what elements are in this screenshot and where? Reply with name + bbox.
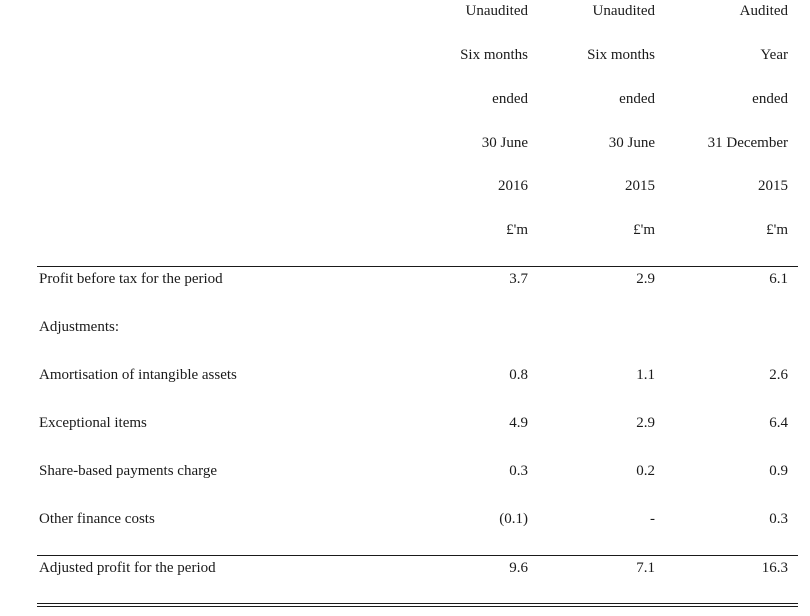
value-2015-fy: 0.9 xyxy=(769,463,788,479)
value-2016-h1: 0.3 xyxy=(509,463,528,479)
header-line: ended xyxy=(619,91,655,107)
row-label: Profit before tax for the period xyxy=(39,271,223,287)
table-row: Adjustments: xyxy=(0,317,810,337)
value-2016-h1: 9.6 xyxy=(509,560,528,576)
header-line: Six months xyxy=(460,47,528,63)
header-line: ended xyxy=(752,91,788,107)
table-row: Other finance costs (0.1) - 0.3 xyxy=(0,509,810,529)
value-2016-h1: (0.1) xyxy=(499,511,528,527)
row-label: Adjusted profit for the period xyxy=(39,560,216,576)
value-2015-h1: 0.2 xyxy=(636,463,655,479)
value-2015-h1: - xyxy=(650,511,655,527)
row-label: Other finance costs xyxy=(39,511,155,527)
double-rule-bottom xyxy=(37,606,798,607)
header-line: Audited xyxy=(739,3,788,19)
header-line: 31 December xyxy=(707,135,788,151)
value-2015-fy: 0.3 xyxy=(769,511,788,527)
total-divider xyxy=(37,555,798,556)
value-2015-h1: 7.1 xyxy=(636,560,655,576)
header-line: 2015 xyxy=(625,178,655,194)
value-2016-h1: 3.7 xyxy=(509,271,528,287)
header-line: 2015 xyxy=(758,178,788,194)
value-2016-h1: 0.8 xyxy=(509,367,528,383)
value-2015-fy: 6.4 xyxy=(769,415,788,431)
value-2015-h1: 2.9 xyxy=(636,271,655,287)
header-line: Unaudited xyxy=(465,3,528,19)
header-divider xyxy=(37,266,798,267)
header-line: Year xyxy=(760,47,788,63)
value-2015-fy: 6.1 xyxy=(769,271,788,287)
header-line: Six months xyxy=(587,47,655,63)
header-line: ended xyxy=(492,91,528,107)
header-line: 30 June xyxy=(608,135,655,151)
table-row-total: Adjusted profit for the period 9.6 7.1 1… xyxy=(0,558,810,578)
value-2015-h1: 2.9 xyxy=(636,415,655,431)
value-2015-fy: 2.6 xyxy=(769,367,788,383)
header-unit: £'m xyxy=(506,222,528,238)
header-line: Unaudited xyxy=(592,3,655,19)
row-label: Share-based payments charge xyxy=(39,463,217,479)
table-row: Exceptional items 4.9 2.9 6.4 xyxy=(0,413,810,433)
table-row: Share-based payments charge 0.3 0.2 0.9 xyxy=(0,461,810,481)
row-label: Amortisation of intangible assets xyxy=(39,367,237,383)
row-label: Exceptional items xyxy=(39,415,147,431)
value-2015-fy: 16.3 xyxy=(761,560,788,576)
table-row: Amortisation of intangible assets 0.8 1.… xyxy=(0,365,810,385)
double-rule-top xyxy=(37,603,798,604)
header-line: 30 June xyxy=(481,135,528,151)
value-2015-h1: 1.1 xyxy=(636,367,655,383)
table-row: Profit before tax for the period 3.7 2.9… xyxy=(0,269,810,289)
header-line: 2016 xyxy=(498,178,528,194)
header-unit: £'m xyxy=(633,222,655,238)
value-2016-h1: 4.9 xyxy=(509,415,528,431)
row-label: Adjustments: xyxy=(39,319,120,335)
header-unit: £'m xyxy=(766,222,788,238)
